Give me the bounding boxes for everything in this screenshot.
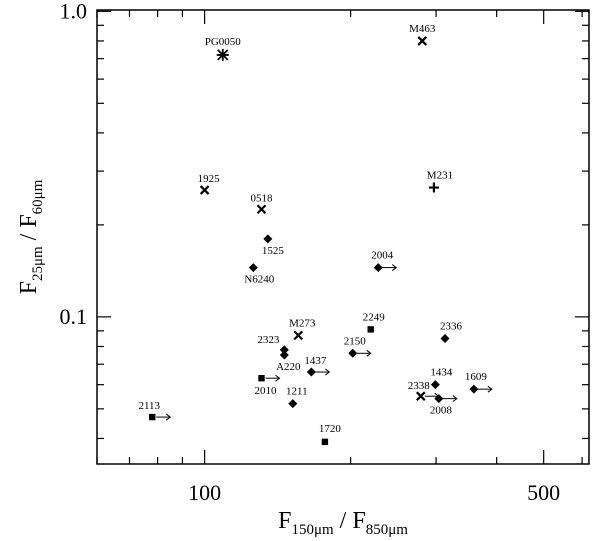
x-marker	[415, 391, 426, 401]
point-2150	[348, 348, 372, 358]
arrow-head	[452, 395, 458, 403]
point-label-N6240: N6240	[244, 274, 274, 286]
point-label-2113: 2113	[138, 400, 160, 412]
diamond-marker	[288, 399, 298, 409]
diamond-marker	[279, 345, 289, 355]
point-1925	[199, 185, 210, 195]
point-2010	[258, 374, 281, 382]
point-label-1434: 1434	[430, 367, 453, 379]
point-2004	[373, 263, 398, 273]
x-axis-title: F150μm / F850μm	[278, 508, 408, 538]
point-1609	[469, 384, 493, 394]
diamond-marker	[306, 367, 316, 377]
tick-labels: 100 500 0.1 1.0	[60, 0, 561, 505]
x-marker	[417, 36, 428, 46]
point-2323	[279, 345, 289, 355]
point-label-1525: 1525	[262, 245, 285, 257]
point-label-2336: 2336	[440, 320, 463, 332]
point-1720	[321, 438, 329, 446]
point-1437	[306, 367, 331, 377]
point-A220	[279, 350, 289, 360]
point-1211	[288, 399, 298, 409]
arrow-head	[275, 374, 281, 382]
point-label-2010: 2010	[255, 385, 278, 397]
point-label-1925: 1925	[198, 173, 221, 185]
diamond-marker	[469, 384, 479, 394]
asterisk-marker	[216, 48, 229, 61]
y-tick-label: 1.0	[60, 0, 88, 23]
arrow-head	[366, 349, 372, 357]
point-label-2008: 2008	[430, 405, 453, 417]
point-label-2004: 2004	[371, 250, 394, 262]
arrow-head	[165, 413, 172, 421]
point-M463	[417, 36, 428, 46]
point-label-1437: 1437	[304, 355, 327, 367]
point-label-PG0050: PG0050	[205, 36, 242, 48]
point-labels: PG0050 M463 1925 M231 0518 1525 N6240 2004 M273 2…	[138, 23, 487, 435]
point-label-0518: 0518	[251, 192, 274, 204]
diamond-marker	[430, 380, 440, 390]
point-M273	[293, 330, 304, 341]
square-marker	[367, 326, 374, 333]
x-tick-label: 100	[188, 480, 221, 505]
point-label-2338: 2338	[408, 380, 431, 392]
point-label-1609: 1609	[465, 371, 488, 383]
plus-marker	[428, 182, 439, 193]
tick-marks	[96, 10, 589, 464]
point-PG0050	[216, 48, 229, 61]
diamond-marker	[440, 333, 450, 343]
diamond-marker	[434, 394, 444, 404]
point-1434	[430, 380, 440, 390]
square-marker	[258, 374, 265, 382]
point-label-2150: 2150	[344, 335, 367, 347]
point-label-1720: 1720	[319, 423, 342, 435]
x-tick-label: 500	[527, 480, 560, 505]
diamond-marker	[348, 348, 358, 358]
point-1525	[263, 234, 273, 244]
point-2008	[434, 394, 458, 404]
point-2336	[440, 333, 450, 343]
arrow-head	[391, 264, 398, 271]
y-axis-title: F25μm / F60μm	[16, 179, 46, 294]
point-2338	[415, 391, 440, 401]
x-marker	[199, 185, 210, 195]
point-label-A220: A220	[276, 361, 301, 373]
plot-frame	[96, 9, 590, 465]
arrow-head	[487, 385, 493, 393]
arrow-head	[325, 368, 331, 376]
point-label-M273: M273	[289, 317, 316, 329]
point-label-2249: 2249	[363, 311, 386, 323]
diamond-marker	[279, 350, 289, 360]
point-2113	[149, 413, 172, 421]
diamond-marker	[263, 234, 273, 244]
point-label-M231: M231	[427, 170, 453, 182]
point-label-M463: M463	[409, 23, 436, 35]
point-M231	[428, 182, 439, 193]
point-N6240	[248, 263, 258, 273]
point-label-1211: 1211	[286, 386, 308, 398]
square-marker	[321, 438, 329, 446]
point-2249	[367, 326, 374, 333]
point-0518	[256, 204, 267, 215]
diamond-marker	[373, 263, 383, 273]
square-marker	[149, 413, 156, 421]
y-tick-label: 0.1	[60, 304, 88, 329]
point-label-2323: 2323	[257, 334, 280, 346]
x-marker	[256, 204, 267, 215]
diamond-marker	[248, 263, 258, 273]
data-points	[149, 36, 493, 446]
x-marker	[293, 330, 304, 341]
